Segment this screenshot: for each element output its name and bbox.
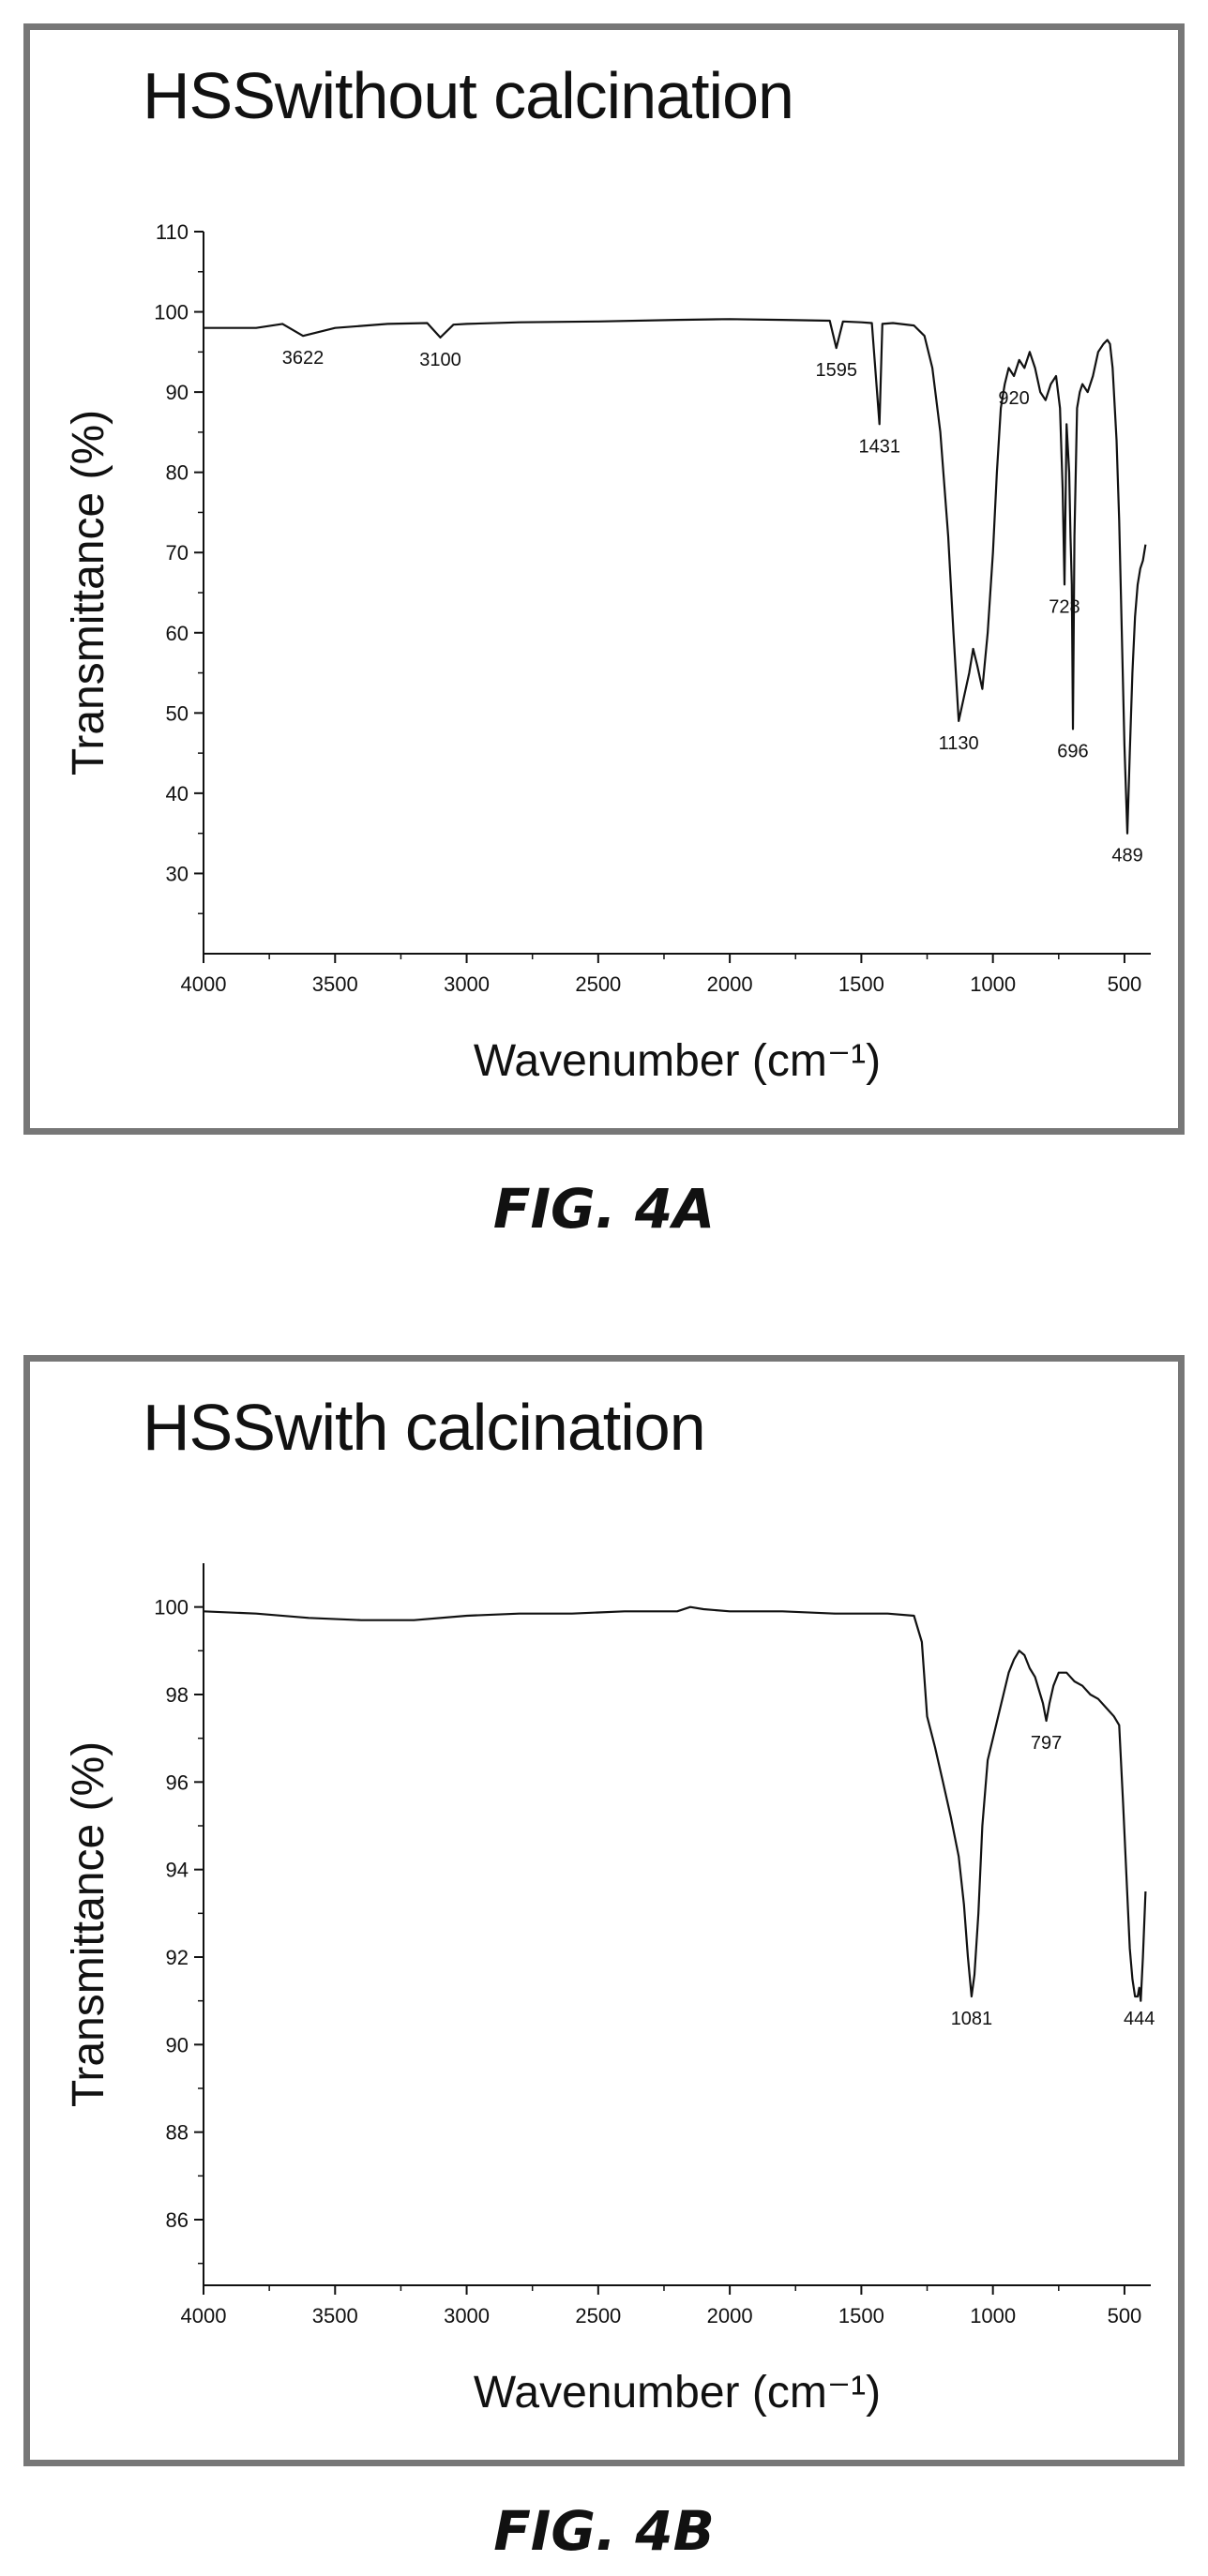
x-tick-label: 3000 (444, 972, 490, 996)
peak-label: 1081 (951, 2009, 993, 2029)
x-tick-label: 2500 (575, 972, 621, 996)
chart-title: HSSwith calcination (143, 1391, 706, 1464)
x-tick-label: 500 (1108, 972, 1142, 996)
peak-label: 920 (998, 388, 1029, 409)
x-tick-label: 4000 (181, 2304, 227, 2327)
y-axis-label: Transmittance (%) (64, 410, 113, 776)
y-tick-label: 110 (156, 220, 189, 244)
figure-caption-4a: FIG. 4A (492, 1177, 716, 1241)
peak-label: 489 (1111, 846, 1142, 866)
y-tick-label: 100 (154, 1596, 189, 1619)
peak-label: 797 (1031, 1733, 1062, 1754)
x-tick-label: 3500 (312, 2304, 358, 2327)
peak-label: 1130 (939, 733, 979, 754)
y-tick-label: 30 (166, 862, 189, 885)
y-tick-label: 86 (166, 2208, 189, 2232)
x-tick-label: 2000 (707, 972, 753, 996)
chart-title: HSSwithout calcination (143, 59, 794, 132)
peak-label: 444 (1124, 2009, 1155, 2029)
y-tick-label: 98 (166, 1683, 189, 1707)
y-tick-label: 70 (166, 541, 189, 565)
x-tick-label: 1500 (838, 2304, 884, 2327)
y-tick-label: 60 (166, 622, 189, 645)
y-tick-label: 90 (166, 2033, 189, 2056)
x-tick-label: 1500 (838, 972, 884, 996)
y-tick-label: 94 (166, 1859, 189, 1882)
spectrum-line-0 (204, 318, 1147, 835)
y-tick-label: 50 (166, 701, 189, 725)
y-tick-label: 80 (166, 461, 189, 485)
x-axis-label: Wavenumber (cm⁻¹) (474, 2368, 881, 2418)
peak-label: 3100 (419, 350, 461, 370)
y-tick-label: 90 (166, 381, 189, 404)
x-tick-label: 2000 (707, 2304, 753, 2327)
x-tick-label: 500 (1108, 2304, 1142, 2327)
x-tick-label: 1000 (970, 2304, 1016, 2327)
peak-label: 696 (1057, 741, 1088, 761)
y-tick-label: 100 (154, 301, 189, 324)
peak-label: 1595 (815, 360, 857, 381)
spectrum-line-0 (203, 1605, 1147, 2002)
x-tick-label: 3500 (312, 972, 358, 996)
peak-label: 1431 (858, 436, 900, 457)
x-tick-label: 4000 (181, 972, 227, 996)
x-tick-label: 3000 (444, 2304, 490, 2327)
x-axis-label: Wavenumber (cm⁻¹) (474, 1036, 881, 1086)
y-tick-label: 92 (166, 1946, 189, 1969)
chart-panel-4b: HSSwith calcination 4000 3500 3000 2500 2000… (23, 1355, 1185, 2466)
ir-spectrum-chart-4a: 4000 3500 3000 2500 2000 1500 1000 500 30 40 50 60 7… (64, 220, 1151, 1086)
ir-spectrum-chart-4b: 4000 3500 3000 2500 2000 1500 1000 500 86 88 90 92 9… (64, 1563, 1155, 2418)
figure-caption-4b: FIG. 4B (493, 2499, 715, 2563)
peak-label: 728 (1049, 596, 1080, 617)
y-axis-label: Transmittance (%) (64, 1741, 113, 2107)
y-tick-label: 88 (166, 2121, 189, 2145)
y-tick-label: 40 (166, 782, 189, 806)
x-tick-label: 2500 (575, 2304, 621, 2327)
peak-label: 3622 (282, 348, 325, 369)
x-tick-label: 1000 (970, 972, 1016, 996)
y-tick-label: 96 (166, 1770, 189, 1794)
chart-panel-4a: HSSwithout calcination 4000 3500 3000 2500 2… (23, 23, 1185, 1135)
